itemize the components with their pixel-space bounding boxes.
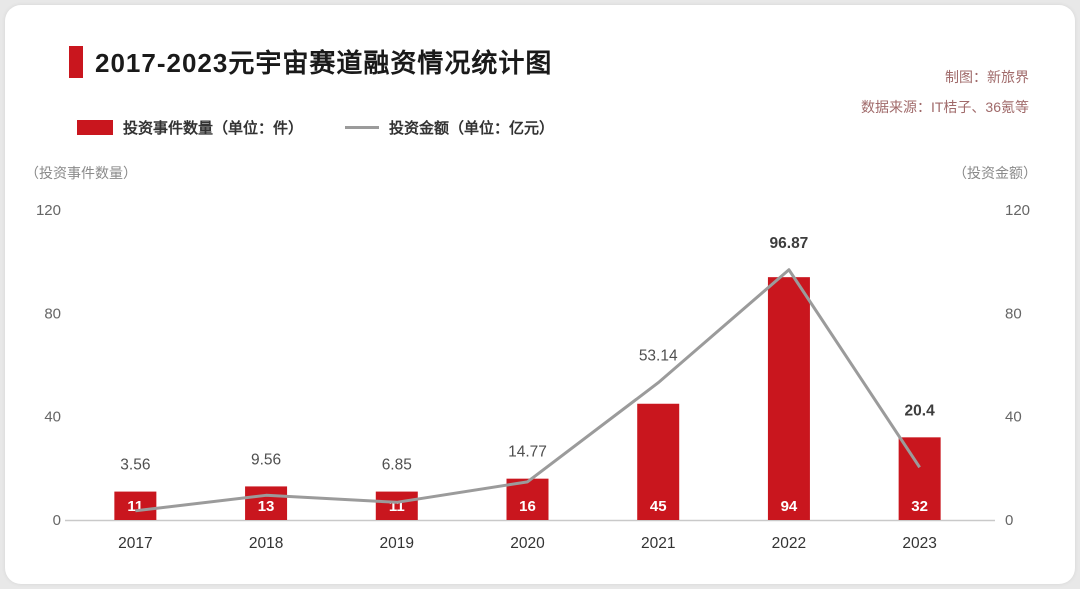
left-axis-caption: （投资事件数量）	[25, 165, 137, 181]
left-tick-label: 120	[36, 202, 61, 219]
bar-value-label: 11	[127, 498, 143, 515]
category-label: 2019	[380, 535, 414, 552]
chart-area: 0 0 40 40 80 80 120 120 11 13 11 16 45 94 32 3.56 9.56 6.…	[5, 185, 1075, 585]
legend-item-line: 投资金额（单位：亿元）	[345, 117, 554, 138]
amount-label: 6.85	[382, 457, 412, 474]
bar-value-label: 13	[258, 498, 275, 515]
amount-label: 14.77	[508, 444, 547, 461]
title-accent-bar	[69, 45, 83, 78]
right-tick-label: 120	[1005, 202, 1030, 219]
left-tick-label: 40	[44, 409, 61, 426]
bar-value-label: 45	[650, 498, 667, 515]
bar-2018	[245, 486, 288, 520]
right-tick-label: 80	[1005, 305, 1022, 322]
category-label: 2020	[510, 535, 545, 552]
line-legend-label: 投资金额（单位：亿元）	[389, 120, 555, 137]
bar-value-label: 32	[911, 498, 928, 515]
bar-legend-label: 投资事件数量（单位：件）	[123, 120, 304, 137]
category-label: 2021	[641, 535, 675, 552]
amount-label: 53.14	[639, 348, 678, 365]
bar-2020	[506, 478, 549, 520]
header: 2017-2023元宇宙赛道融资情况统计图	[69, 43, 552, 80]
bar-2021	[637, 403, 680, 520]
amount-label: 96.87	[770, 235, 809, 252]
left-tick-label: 0	[53, 512, 61, 529]
right-axis-caption: （投资金额）	[953, 165, 1037, 181]
legend-item-bars: 投资事件数量（单位：件）	[77, 117, 303, 138]
line-legend-swatch	[345, 126, 380, 129]
left-tick-label: 80	[44, 305, 61, 322]
category-label: 2022	[772, 535, 806, 552]
bar-2019	[375, 491, 418, 520]
category-label: 2017	[118, 535, 152, 552]
bar-value-label: 94	[781, 498, 798, 515]
amount-label: 20.4	[905, 402, 936, 419]
bar-2022	[767, 277, 810, 520]
source-text: 数据来源：IT桔子、36氪等	[860, 99, 1029, 115]
category-label: 2023	[902, 535, 936, 552]
bar-2017	[114, 491, 157, 520]
amount-label: 9.56	[251, 451, 281, 468]
credit-text: 制图：新旅界	[945, 69, 1029, 85]
right-tick-label: 0	[1005, 512, 1013, 529]
category-label: 2018	[249, 535, 283, 552]
amount-line	[135, 268, 921, 513]
bar-legend-swatch	[77, 120, 113, 135]
bar-2023	[898, 437, 941, 520]
right-tick-label: 40	[1005, 409, 1022, 426]
amount-label: 3.56	[120, 457, 150, 474]
bar-value-label: 16	[519, 498, 536, 515]
page-title: 2017-2023元宇宙赛道融资情况统计图	[95, 48, 553, 78]
legend: 投资事件数量（单位：件） 投资金额（单位：亿元）	[77, 117, 554, 138]
chart-card: 2017-2023元宇宙赛道融资情况统计图 制图：新旅界 数据来源：IT桔子、3…	[5, 5, 1075, 584]
